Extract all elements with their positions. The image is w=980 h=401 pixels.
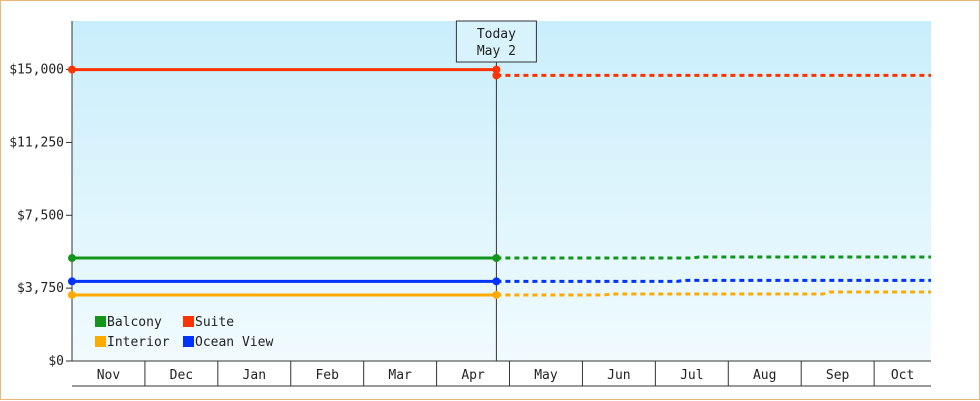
legend-item-suite: Suite — [183, 315, 234, 330]
x-tick-label: Dec — [170, 368, 193, 383]
series-balcony-forecast-line — [496, 255, 931, 260]
x-tick-label: Apr — [461, 368, 485, 383]
series-ocean-view — [68, 277, 931, 286]
x-tick-label: Jan — [243, 368, 266, 383]
x-axis: Nov Dec Jan Feb Mar Apr May Jun Jul Aug Sep Oct — [72, 360, 931, 387]
x-tick-label: Nov — [97, 368, 121, 383]
x-tick-label: Feb — [315, 368, 339, 383]
x-tick-label: Sep — [826, 368, 850, 383]
legend-label: Interior — [107, 335, 170, 350]
series-interior — [68, 290, 931, 299]
series-ocean-view-point — [492, 277, 501, 286]
legend-swatch — [95, 316, 106, 327]
legend-swatch — [183, 316, 194, 327]
series-interior-point — [492, 290, 501, 299]
x-tick-label: Jul — [680, 368, 703, 383]
x-tick-label: Oct — [891, 368, 914, 383]
x-tick-label: Aug — [753, 368, 776, 383]
y-tick-label: $0 — [48, 354, 64, 369]
y-tick-label: $15,000 — [9, 63, 64, 78]
today-label-box — [455, 20, 537, 63]
plot-area — [72, 21, 931, 361]
x-tick-label: May — [534, 368, 558, 383]
legend-swatch — [95, 336, 106, 347]
series-interior-forecast-line — [496, 290, 931, 297]
legend-item-ocean-view: Ocean View — [183, 335, 273, 350]
y-axis: $0 $3,750 $7,500 $11,250 $15,000 — [9, 21, 73, 369]
y-tick-label: $3,750 — [17, 281, 64, 296]
legend-item-interior: Interior — [95, 335, 170, 350]
legend-label: Suite — [195, 315, 234, 330]
series-suite-point — [68, 65, 76, 74]
series-suite — [68, 65, 931, 80]
x-tick-label: Jun — [607, 368, 630, 383]
series-ocean-view-forecast-line — [496, 278, 931, 283]
series-suite-point — [492, 65, 501, 74]
series-suite-point — [492, 71, 501, 80]
today-label: Today — [477, 27, 516, 42]
y-tick-label: $11,250 — [9, 135, 64, 150]
legend: Balcony Suite Interior Ocean View — [95, 315, 273, 350]
legend-item-balcony: Balcony — [95, 315, 162, 330]
x-tick-label: Mar — [388, 368, 412, 383]
legend-swatch — [183, 336, 194, 347]
y-tick-label: $7,500 — [17, 208, 64, 223]
series-balcony-point — [68, 254, 76, 263]
today-marker: Today May 2 — [455, 20, 537, 361]
series-layer — [68, 65, 931, 299]
series-interior-point — [68, 290, 76, 299]
series-balcony — [68, 254, 931, 263]
legend-label: Balcony — [107, 315, 162, 330]
series-ocean-view-point — [68, 277, 76, 286]
today-date: May 2 — [477, 44, 516, 59]
legend-label: Ocean View — [195, 335, 273, 350]
series-balcony-point — [492, 254, 501, 263]
